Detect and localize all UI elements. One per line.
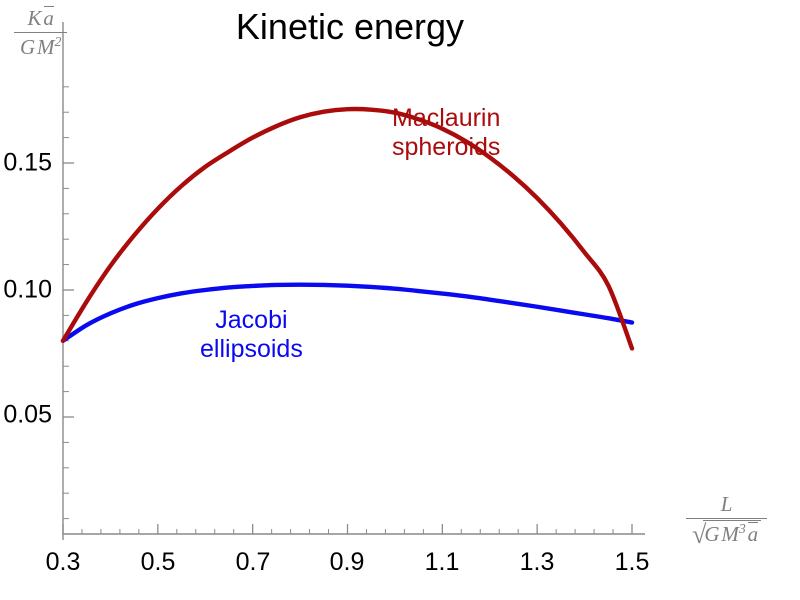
page-title: Kinetic energy: [235, 6, 465, 47]
x-axis-ticks: [62, 524, 633, 534]
x-axis-label: L √G M3 a: [686, 492, 768, 550]
x-tick-label-2: 0.7: [235, 548, 271, 576]
x-tick-label-6: 1.5: [614, 548, 650, 576]
y-axis-ticks: [63, 86, 74, 520]
annotation-maclaurin-spheroids: Maclaurin spheroids: [392, 104, 500, 162]
annotation-maclaurin-line1: Maclaurin: [392, 104, 501, 132]
x-tick-label-0: 0.3: [45, 548, 81, 576]
y-axis-label: K a G M2: [14, 5, 68, 60]
annotation-jacobi-line1: Jacobi: [215, 306, 288, 334]
x-axis-label-numerator: L: [686, 492, 768, 519]
annotation-jacobi-line2: ellipsoids: [200, 335, 303, 363]
x-axis-label-denominator: √G M3 a: [686, 519, 767, 550]
x-tick-label-5: 1.3: [519, 548, 555, 576]
x-tick-label-1: 0.5: [140, 548, 176, 576]
y-tick-label-2: 0.05: [3, 400, 52, 429]
annotation-maclaurin-line2: spheroids: [392, 133, 501, 161]
series-line-jacobi-ellipsoids: [60, 106, 635, 351]
annotation-jacobi-ellipsoids: Jacobi ellipsoids: [200, 306, 303, 364]
y-axis-label-numerator: K a: [14, 5, 68, 33]
axis-lines: [62, 22, 645, 540]
radical-icon: √: [692, 519, 707, 549]
y-axis-label-denominator: G M2: [20, 33, 62, 59]
y-tick-label-1: 0.10: [3, 275, 52, 304]
series-line-maclaurin-spheroids: [60, 282, 635, 343]
x-tick-label-3: 0.9: [329, 548, 365, 576]
x-tick-label-4: 1.1: [424, 548, 460, 576]
y-tick-label-0: 0.15: [3, 148, 52, 177]
